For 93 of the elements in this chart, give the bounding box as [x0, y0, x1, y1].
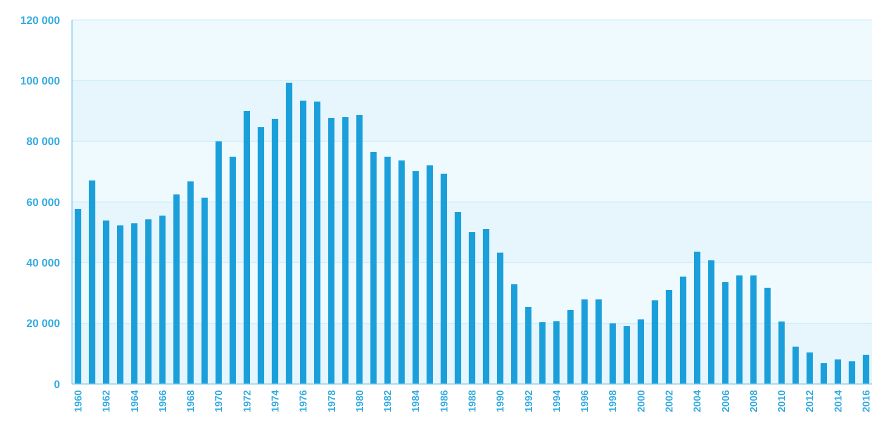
bar	[722, 282, 728, 384]
bar	[539, 322, 546, 384]
x-tick-label: 2014	[833, 390, 844, 412]
bar	[356, 114, 363, 384]
x-tick-label: 2012	[805, 390, 816, 412]
bar	[145, 219, 152, 384]
bar	[258, 127, 264, 384]
bar	[426, 165, 433, 384]
bar	[708, 260, 714, 384]
bar	[117, 225, 124, 384]
x-tick-label: 1966	[158, 390, 169, 412]
bar	[764, 288, 771, 384]
x-tick-label: 2002	[664, 390, 676, 412]
x-tick-label: 1992	[524, 390, 535, 412]
x-tick-label: 1978	[326, 390, 338, 412]
bar	[862, 354, 870, 384]
bar	[384, 156, 391, 384]
y-tick-label: 80 000	[26, 136, 60, 148]
bar	[187, 181, 194, 384]
x-tick-label: 1980	[354, 390, 366, 412]
bar	[342, 117, 349, 384]
bar	[398, 160, 405, 384]
bar	[230, 156, 236, 384]
bar	[525, 306, 532, 384]
x-tick-label: 2000	[636, 390, 648, 412]
x-tick-label: 1994	[552, 390, 563, 412]
bar	[314, 102, 320, 384]
bar	[652, 300, 658, 384]
x-tick-label: 1960	[73, 390, 84, 412]
bar	[454, 212, 462, 384]
bar	[680, 276, 686, 384]
bar	[412, 171, 419, 384]
x-tick-label: 1970	[214, 390, 226, 412]
y-tick-label: 100 000	[20, 76, 60, 88]
x-tick-label: 1962	[102, 390, 113, 412]
x-tick-label: 1984	[411, 390, 422, 412]
bar	[638, 319, 644, 384]
x-tick-label: 1996	[580, 390, 592, 412]
x-tick-label: 2010	[777, 390, 788, 412]
x-tick-label: 1982	[383, 390, 394, 412]
bar	[173, 194, 180, 384]
bar	[511, 284, 518, 384]
bar	[834, 359, 842, 384]
bar	[820, 363, 827, 384]
x-tick-label: 1998	[608, 390, 620, 412]
bar	[778, 322, 785, 384]
bar	[201, 198, 208, 384]
bar	[468, 232, 476, 384]
bar	[244, 111, 250, 384]
y-tick-label: 60 000	[26, 196, 60, 209]
bar	[553, 321, 560, 384]
bar	[624, 326, 630, 384]
x-tick-label: 1964	[130, 390, 141, 412]
bar	[328, 118, 334, 384]
bar	[792, 346, 799, 384]
x-tick-label: 2006	[720, 390, 732, 412]
x-tick-label: 2004	[692, 390, 704, 412]
y-tick-label: 40 000	[26, 258, 60, 270]
bar	[736, 275, 743, 384]
x-tick-label: 2016	[862, 390, 873, 412]
bar	[567, 310, 574, 384]
bar	[610, 323, 616, 384]
x-tick-label: 1974	[270, 390, 282, 412]
bar	[496, 252, 504, 384]
bar	[750, 275, 757, 384]
bar	[102, 220, 110, 384]
x-tick-label: 1988	[468, 390, 478, 412]
bar	[74, 208, 82, 384]
bar	[300, 100, 306, 384]
bar	[595, 299, 602, 384]
x-tick-label: 2008	[748, 390, 760, 412]
bar	[848, 361, 856, 384]
x-tick-label: 1990	[496, 390, 507, 412]
bar	[806, 352, 813, 384]
bar	[286, 82, 292, 384]
bar	[159, 216, 166, 384]
y-tick-label: 20 000	[26, 318, 60, 330]
bar	[694, 252, 700, 384]
x-tick-label: 1986	[439, 390, 450, 412]
bar	[131, 223, 138, 384]
bar	[216, 141, 222, 384]
y-tick-label: 0	[54, 378, 60, 391]
bar	[440, 174, 448, 384]
bar	[88, 180, 96, 384]
bar	[666, 290, 672, 384]
y-tick-label: 120 000	[20, 14, 60, 27]
bar	[482, 228, 490, 384]
x-tick-label: 1972	[242, 390, 254, 412]
x-tick-label: 1968	[186, 390, 198, 412]
bar	[370, 152, 377, 384]
bar	[272, 118, 278, 384]
x-tick-label: 1976	[298, 390, 310, 412]
bar	[581, 299, 588, 384]
